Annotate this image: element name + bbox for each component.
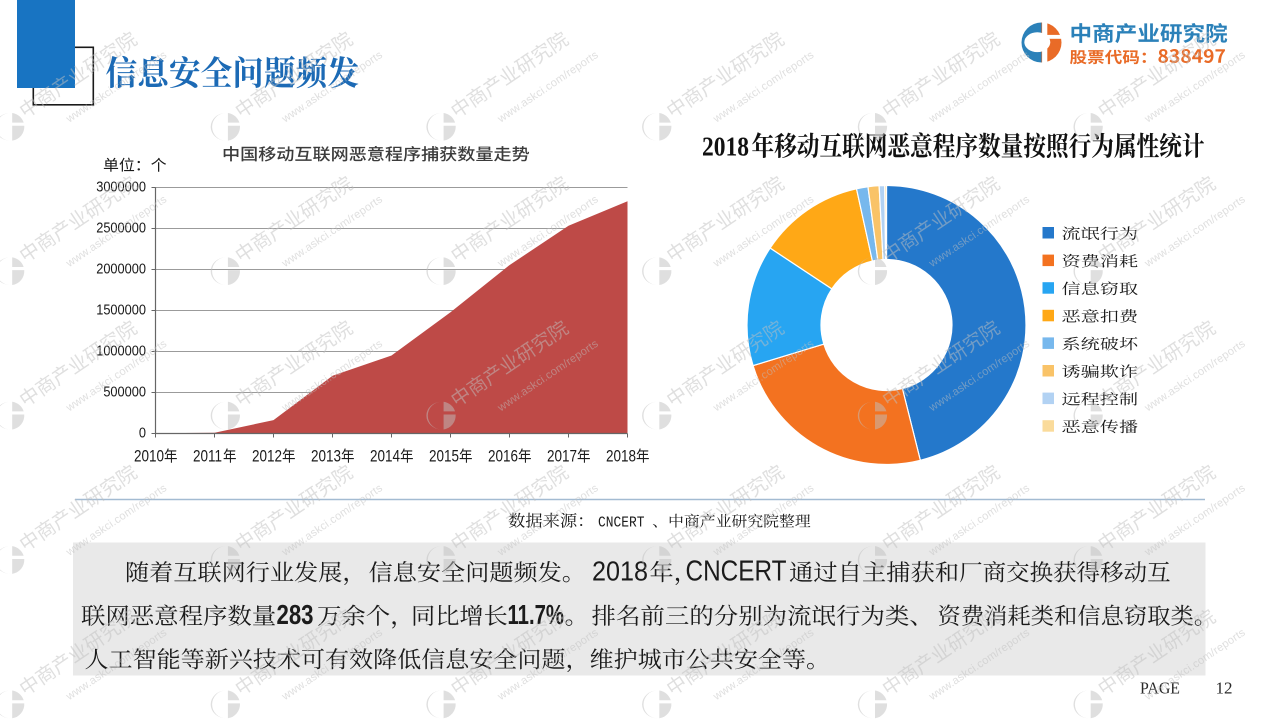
svg-text:2015: 2015 xyxy=(429,447,459,466)
svg-text:2018: 2018 xyxy=(592,556,648,587)
svg-text:2018: 2018 xyxy=(606,447,636,466)
svg-text:2000000: 2000000 xyxy=(96,261,146,277)
svg-text:1000000: 1000000 xyxy=(96,343,146,359)
svg-text:2010: 2010 xyxy=(134,447,164,466)
svg-text:PAGE: PAGE xyxy=(1140,679,1180,698)
svg-text:2012: 2012 xyxy=(252,447,282,466)
svg-text:2011: 2011 xyxy=(193,447,222,466)
svg-text:2500000: 2500000 xyxy=(96,220,146,236)
svg-text:CNCERT: CNCERT xyxy=(686,554,787,587)
svg-text:2018: 2018 xyxy=(702,133,749,162)
svg-text:12: 12 xyxy=(1216,679,1233,698)
svg-text:1500000: 1500000 xyxy=(96,302,146,318)
svg-text:2013: 2013 xyxy=(311,447,341,466)
svg-text:283: 283 xyxy=(277,599,314,630)
svg-text:2014: 2014 xyxy=(370,447,400,466)
svg-text:0: 0 xyxy=(139,425,146,441)
svg-text:CNCERT: CNCERT xyxy=(598,516,645,532)
svg-text:2017: 2017 xyxy=(547,447,577,466)
svg-text:500000: 500000 xyxy=(103,384,146,400)
svg-text:2016: 2016 xyxy=(488,447,518,466)
